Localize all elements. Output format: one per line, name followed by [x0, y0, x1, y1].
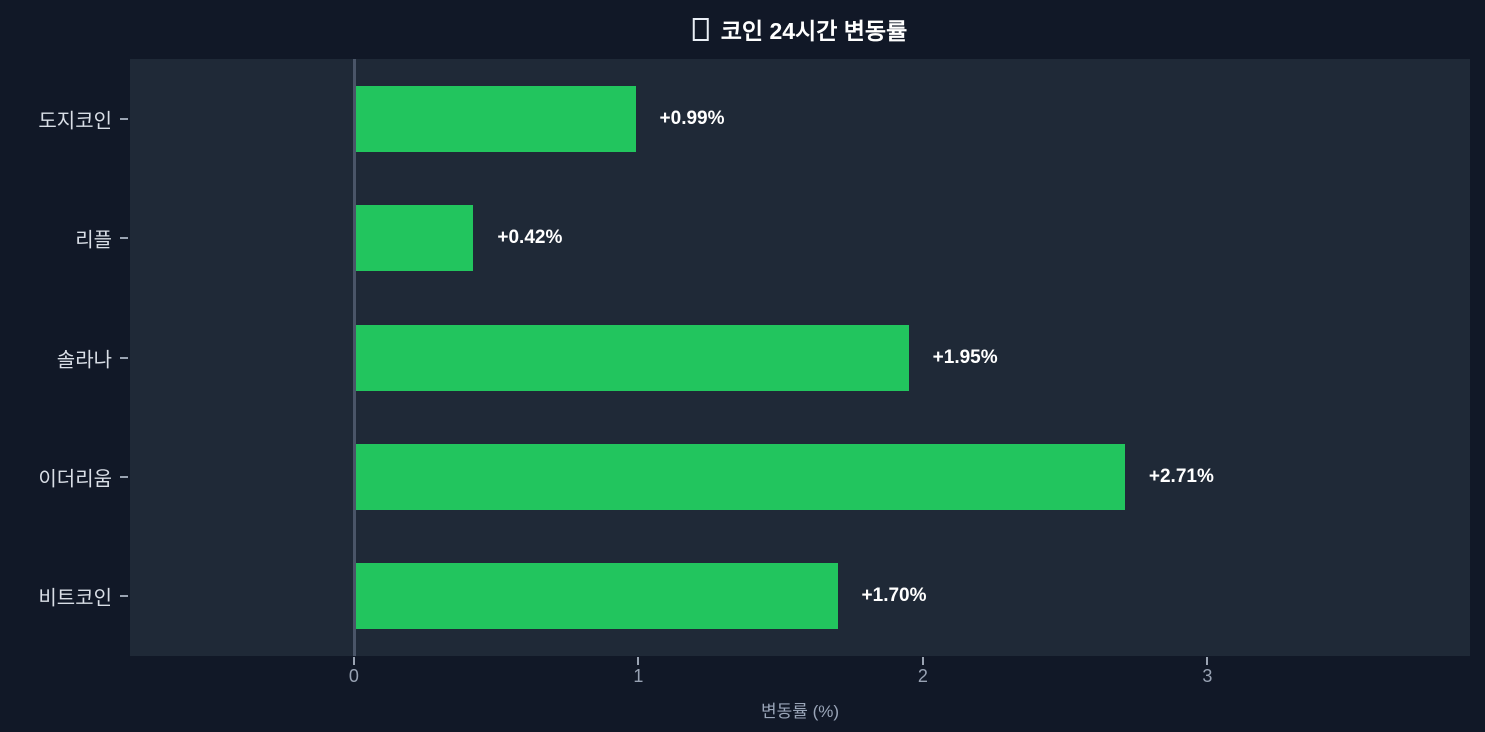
bar-솔라나	[355, 324, 909, 391]
bar-value-label: +1.95%	[932, 346, 998, 368]
y-axis-label-도지코인: 도지코인	[38, 110, 112, 133]
bar-이더리움	[355, 443, 1125, 510]
x-axis-tick-label: 3	[1202, 666, 1213, 686]
zero-baseline	[352, 59, 356, 656]
bar-리플	[355, 205, 474, 272]
y-axis-label-비트코인: 비트코인	[38, 587, 112, 610]
bar-value-label: +1.70%	[861, 585, 927, 607]
x-axis-tick-label: 2	[917, 666, 928, 686]
x-axis-tick	[1206, 657, 1209, 665]
missing-glyph-icon	[692, 17, 709, 41]
bar-value-label: +0.42%	[497, 227, 563, 249]
bar-도지코인	[355, 85, 636, 152]
x-axis-tick-label: 1	[633, 666, 644, 686]
x-axis-title: 변동률 (%)	[760, 702, 840, 721]
x-axis-tick	[637, 657, 640, 665]
x-axis-tick	[921, 657, 924, 665]
chart-title-text: 코인 24시간 변동률	[720, 18, 908, 44]
x-axis-tick	[352, 657, 355, 665]
y-axis-tick	[120, 237, 128, 240]
y-axis-tick	[120, 117, 128, 120]
y-axis-tick	[120, 475, 128, 478]
bar-value-label: +2.71%	[1148, 465, 1214, 487]
bar-비트코인	[355, 563, 838, 630]
y-axis-label-이더리움: 이더리움	[38, 468, 112, 491]
y-axis-tick	[120, 356, 128, 359]
y-axis-label-솔라나: 솔라나	[56, 349, 112, 371]
chart-title: 코인 24시간 변동률	[692, 12, 908, 46]
plot-area	[130, 59, 1470, 656]
y-axis-label-리플: 리플	[75, 229, 112, 252]
x-axis-tick-label: 0	[348, 666, 359, 686]
bar-value-label: +0.99%	[659, 107, 725, 129]
y-axis-tick	[120, 595, 128, 598]
